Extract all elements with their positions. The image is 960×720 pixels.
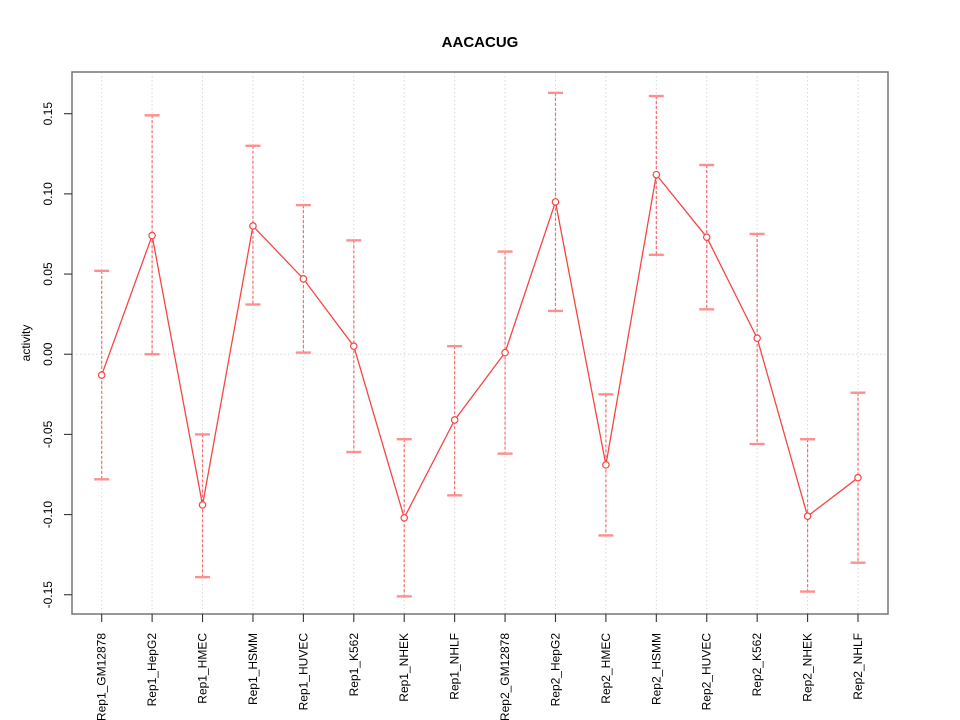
y-axis-labels: 0.15 0.10 0.05 0.00 -0.05 -0.10 -0.15: [41, 102, 55, 609]
data-points: [97, 170, 862, 522]
x-tick-label: Rep2_NHLF: [851, 633, 865, 700]
data-point: [349, 342, 358, 351]
data-point: [602, 461, 610, 469]
data-point: [148, 231, 156, 240]
x-tick-label: Rep2_HSMM: [649, 633, 663, 705]
data-point: [652, 170, 661, 179]
y-axis-title: activity: [19, 325, 33, 362]
x-tick-label: Rep1_NHLF: [448, 633, 462, 700]
error-bars: [94, 91, 866, 598]
x-tick-label: Rep1_NHEK: [397, 633, 411, 702]
y-tick-label: 0.05: [41, 262, 55, 286]
x-tick-label: Rep2_NHEK: [801, 633, 815, 702]
data-point: [249, 222, 257, 230]
data-point: [551, 198, 560, 206]
y-tick-label: 0.15: [41, 102, 55, 126]
data-point: [198, 501, 207, 509]
y-tick-label: -0.15: [41, 581, 55, 609]
data-point: [97, 371, 106, 379]
x-tick-label: Rep1_K562: [347, 633, 361, 697]
data-point: [753, 334, 761, 342]
series-line-group: [101, 173, 859, 520]
data-point: [400, 513, 409, 522]
x-tick-label: Rep2_K562: [750, 633, 764, 697]
x-tick-label: Rep2_HepG2: [548, 633, 562, 707]
x-tick-label: Rep1_HUVEC: [296, 633, 310, 711]
data-point: [450, 416, 459, 424]
gridlines: [72, 72, 888, 614]
x-axis-labels: Rep1_GM12878 Rep1_HepG2 Rep1_HMEC Rep1_HSMM…: [95, 633, 865, 720]
data-point: [803, 512, 812, 520]
chart-title: AACACUG: [442, 34, 519, 51]
x-tick-label: Rep1_HSMM: [246, 633, 260, 705]
y-tick-label: 0.00: [41, 342, 55, 366]
data-point: [702, 233, 711, 241]
x-tick-label: Rep2_GM12878: [498, 633, 512, 720]
x-tick-label: Rep2_HMEC: [599, 633, 613, 704]
x-tick-label: Rep1_HepG2: [145, 633, 159, 707]
axis-ticks: [64, 113, 859, 622]
y-tick-label: -0.10: [41, 501, 55, 529]
y-tick-label: -0.05: [41, 420, 55, 448]
data-point: [854, 473, 862, 482]
plot-frame: [71, 71, 889, 615]
series-line: [101, 173, 859, 520]
x-tick-label: Rep1_GM12878: [95, 633, 109, 720]
x-tick-label: Rep2_HUVEC: [700, 633, 714, 711]
y-tick-label: 0.10: [41, 182, 55, 206]
data-point: [501, 348, 509, 357]
data-point: [299, 275, 308, 283]
x-tick-label: Rep1_HMEC: [196, 633, 210, 704]
